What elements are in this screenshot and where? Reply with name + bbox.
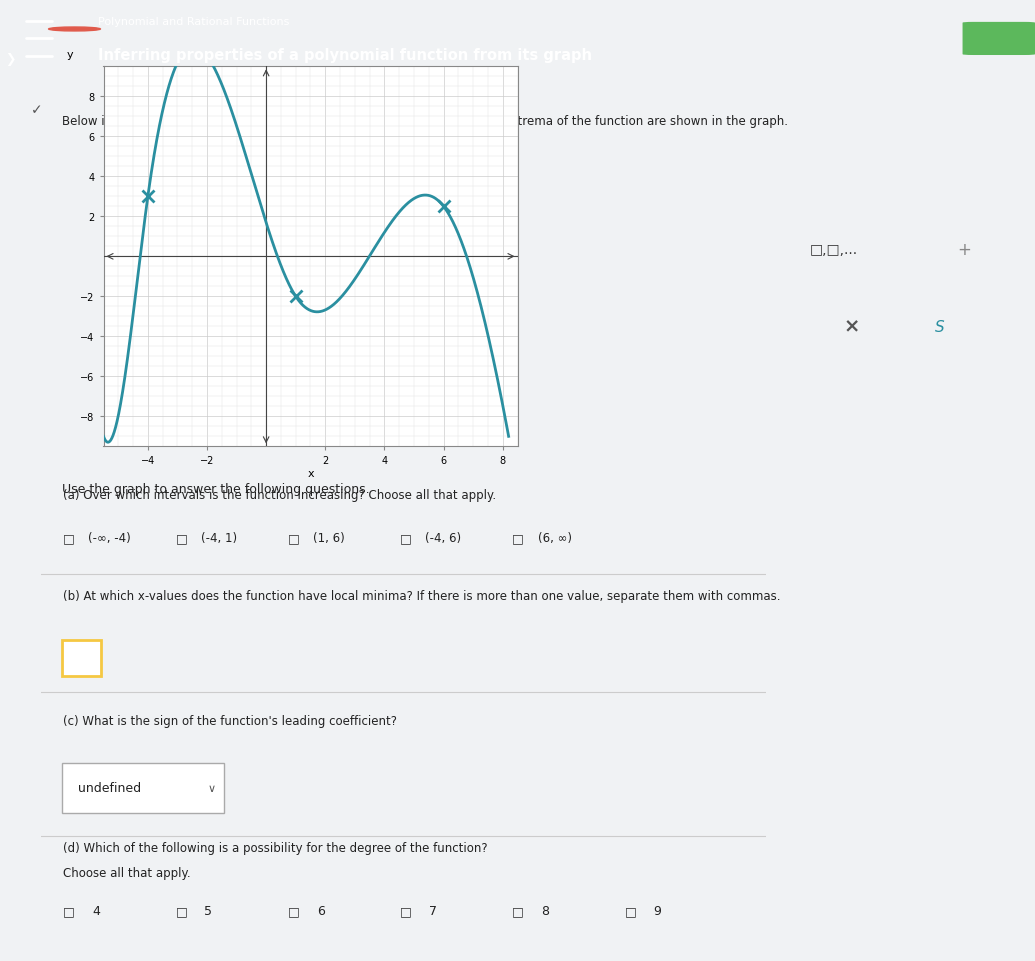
FancyBboxPatch shape [62, 640, 100, 677]
FancyBboxPatch shape [62, 763, 224, 813]
Text: 7: 7 [428, 904, 437, 917]
Text: □: □ [288, 904, 299, 917]
Text: (6, ∞): (6, ∞) [538, 531, 571, 545]
Text: (b) At which x-values does the function have local minima? If there is more than: (b) At which x-values does the function … [63, 589, 780, 603]
Text: (c) What is the sign of the function's leading coefficient?: (c) What is the sign of the function's l… [63, 714, 397, 727]
X-axis label: x: x [307, 469, 314, 479]
Text: 4: 4 [92, 904, 100, 917]
Text: (-4, 1): (-4, 1) [201, 531, 237, 545]
Text: □,□,...: □,□,... [809, 243, 857, 257]
Text: □: □ [625, 904, 637, 917]
Text: □: □ [512, 904, 524, 917]
Text: S: S [935, 319, 944, 334]
Text: Use the graph to answer the following questions.: Use the graph to answer the following qu… [62, 482, 369, 496]
Text: ✓: ✓ [31, 103, 42, 116]
Text: 8: 8 [541, 904, 550, 917]
Text: □: □ [176, 531, 187, 545]
Text: (a) Over which intervals is the function increasing? Choose all that apply.: (a) Over which intervals is the function… [63, 488, 496, 502]
Text: ×: × [844, 317, 860, 336]
Text: (-4, 6): (-4, 6) [425, 531, 462, 545]
Text: Choose all that apply.: Choose all that apply. [63, 866, 190, 878]
Circle shape [49, 28, 100, 32]
Text: (-∞, -4): (-∞, -4) [89, 531, 131, 545]
Text: Below is the graph of a polynomial function with real coefficients. All local ex: Below is the graph of a polynomial funct… [62, 114, 788, 128]
FancyBboxPatch shape [963, 23, 1035, 56]
Text: □: □ [63, 531, 75, 545]
Text: ∨: ∨ [208, 783, 216, 793]
Text: Inferring properties of a polynomial function from its graph: Inferring properties of a polynomial fun… [98, 48, 592, 62]
Text: □: □ [512, 531, 524, 545]
Text: □: □ [400, 531, 412, 545]
Text: undefined: undefined [78, 781, 141, 795]
Text: 9: 9 [654, 904, 661, 917]
Text: □: □ [400, 904, 412, 917]
Text: □: □ [176, 904, 187, 917]
Text: □: □ [63, 904, 75, 917]
Text: ❯: ❯ [5, 53, 16, 65]
Text: (1, 6): (1, 6) [313, 531, 345, 545]
Text: +: + [957, 241, 971, 259]
Text: (d) Which of the following is a possibility for the degree of the function?: (d) Which of the following is a possibil… [63, 842, 487, 854]
Text: 6: 6 [317, 904, 325, 917]
Y-axis label: y: y [67, 50, 73, 60]
Text: 5: 5 [205, 904, 212, 917]
Text: Polynomial and Rational Functions: Polynomial and Rational Functions [98, 17, 290, 27]
Text: □: □ [288, 531, 299, 545]
